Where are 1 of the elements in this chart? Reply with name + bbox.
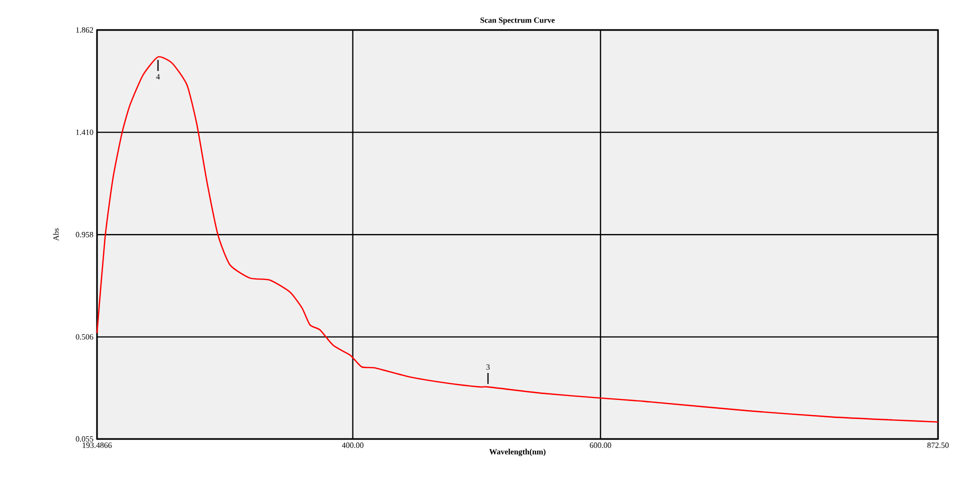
line-series (96, 56, 939, 423)
